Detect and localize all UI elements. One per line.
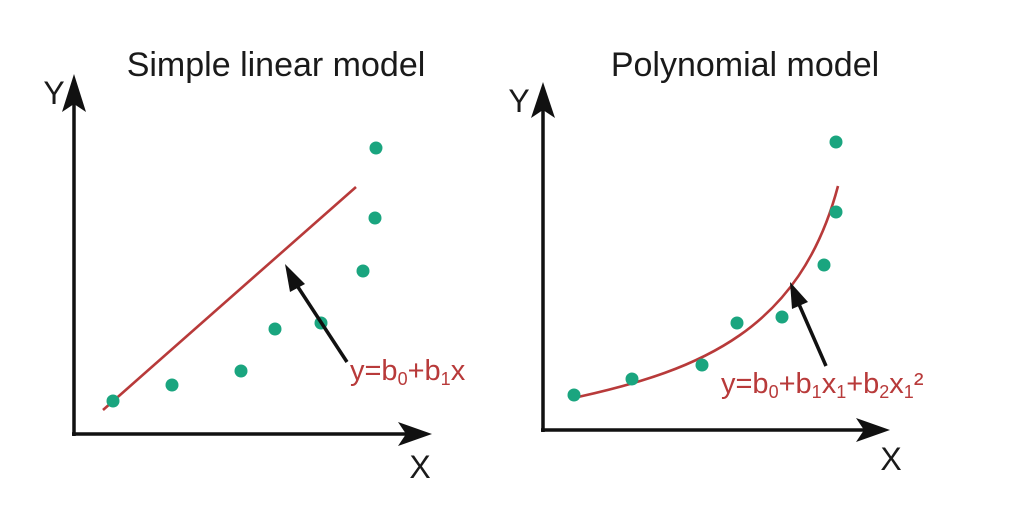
data-point (817, 258, 831, 272)
linear-panel-title: Simple linear model (127, 46, 426, 84)
equation-term: +b (408, 355, 441, 387)
polynomial-x-axis-arrowhead (856, 418, 890, 442)
data-point (775, 310, 789, 324)
equation-subscript: 1 (812, 382, 822, 402)
linear-model-panel: Simple linear model Y X y (43, 46, 465, 485)
data-point (829, 135, 843, 149)
equation-subscript: 1 (904, 382, 914, 402)
linear-y-axis-arrowhead (62, 74, 86, 112)
equation-term: y=b (721, 368, 769, 400)
polynomial-model-panel: Polynomial model Y X y=b0 (508, 46, 923, 477)
equation-term: x (822, 368, 837, 400)
polynomial-x-axis-label: X (880, 441, 901, 477)
linear-fit-line (102, 186, 357, 411)
polynomial-panel-title: Polynomial model (611, 46, 879, 84)
equation-term: x (889, 368, 904, 400)
data-point (268, 322, 282, 336)
linear-pointer-arrow (285, 264, 349, 363)
equation-term: y=b (350, 355, 398, 387)
linear-data-points (106, 141, 383, 408)
linear-x-axis-label: X (409, 449, 430, 485)
equation-term: ² (914, 368, 924, 400)
polynomial-data-points (567, 135, 843, 402)
equation-subscript: 1 (441, 369, 451, 389)
polynomial-fit-curve (577, 185, 840, 399)
data-point (356, 264, 370, 278)
linear-y-axis-label: Y (43, 75, 64, 111)
data-point (165, 378, 179, 392)
equation-subscript: 1 (836, 382, 846, 402)
linear-x-axis-arrowhead (398, 422, 432, 446)
data-point (829, 205, 843, 219)
equation-term: +b (779, 368, 812, 400)
polynomial-y-axis-arrowhead (531, 82, 555, 118)
linear-equation: y=b0+b1x (350, 355, 466, 389)
data-point (106, 394, 120, 408)
equation-subscript: 0 (769, 382, 779, 402)
polynomial-pointer-arrow (790, 282, 828, 367)
data-point (368, 211, 382, 225)
polynomial-equation: y=b0+b1x1+b2x1² (721, 368, 924, 402)
data-point (369, 141, 383, 155)
data-point (567, 388, 581, 402)
polynomial-axes (531, 82, 890, 442)
equation-subscript: 0 (398, 369, 408, 389)
equation-subscript: 2 (879, 382, 889, 402)
data-point (730, 316, 744, 330)
data-point (695, 358, 709, 372)
equation-term: x (451, 355, 466, 387)
linear-axes (62, 74, 432, 446)
equation-term: +b (846, 368, 879, 400)
data-point (625, 372, 639, 386)
polynomial-y-axis-label: Y (508, 83, 529, 119)
data-point (234, 364, 248, 378)
